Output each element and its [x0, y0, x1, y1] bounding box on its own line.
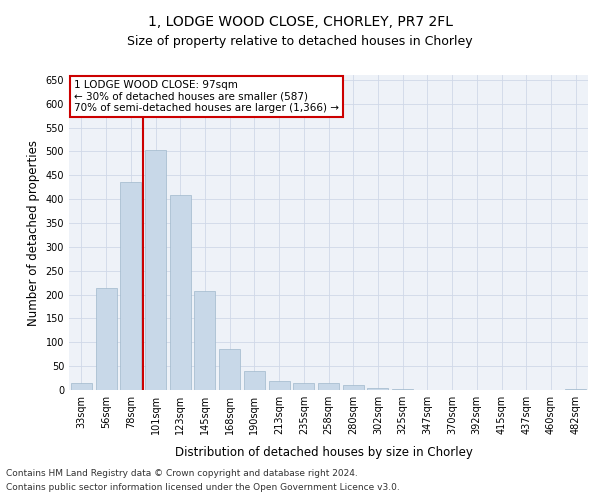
- Text: 1, LODGE WOOD CLOSE, CHORLEY, PR7 2FL: 1, LODGE WOOD CLOSE, CHORLEY, PR7 2FL: [148, 15, 452, 29]
- Text: Contains public sector information licensed under the Open Government Licence v3: Contains public sector information licen…: [6, 484, 400, 492]
- Bar: [565, 388, 586, 390]
- Bar: [145, 150, 166, 390]
- Text: 1 LODGE WOOD CLOSE: 97sqm
← 30% of detached houses are smaller (587)
70% of semi: 1 LODGE WOOD CLOSE: 97sqm ← 30% of detac…: [74, 80, 339, 113]
- Text: Size of property relative to detached houses in Chorley: Size of property relative to detached ho…: [127, 35, 473, 48]
- Bar: [120, 182, 141, 390]
- Bar: [318, 383, 339, 390]
- Bar: [367, 388, 388, 390]
- Bar: [95, 288, 116, 390]
- Bar: [194, 290, 215, 390]
- Text: Contains HM Land Registry data © Crown copyright and database right 2024.: Contains HM Land Registry data © Crown c…: [6, 468, 358, 477]
- Bar: [293, 383, 314, 390]
- Bar: [219, 350, 240, 390]
- Bar: [343, 385, 364, 390]
- Bar: [170, 196, 191, 390]
- Bar: [71, 383, 92, 390]
- Bar: [244, 371, 265, 390]
- Y-axis label: Number of detached properties: Number of detached properties: [27, 140, 40, 326]
- Bar: [269, 382, 290, 390]
- Text: Distribution of detached houses by size in Chorley: Distribution of detached houses by size …: [175, 446, 473, 459]
- Bar: [392, 389, 413, 390]
